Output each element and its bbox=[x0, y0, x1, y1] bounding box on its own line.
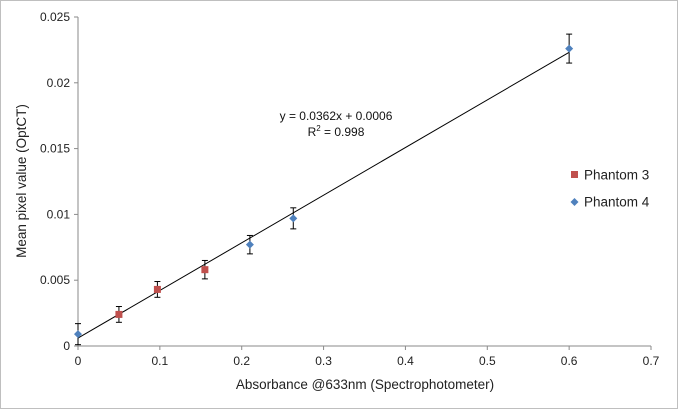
r-squared-exponent: 2 bbox=[316, 124, 321, 133]
x-tick-label: 0.4 bbox=[397, 354, 414, 368]
legend-label-phantom-4: Phantom 4 bbox=[584, 195, 650, 210]
data-point-phantom-4 bbox=[565, 44, 574, 53]
data-point-phantom-4 bbox=[289, 214, 298, 223]
error-bars-layer bbox=[75, 33, 573, 346]
legend: Phantom 3 Phantom 4 bbox=[570, 168, 650, 210]
data-point-phantom-3 bbox=[201, 266, 209, 274]
y-tick-label: 0 bbox=[63, 339, 70, 353]
y-tick-label: 0.025 bbox=[40, 10, 70, 24]
y-tick-label: 0.02 bbox=[47, 76, 71, 90]
x-axis-title: Absorbance @633nm (Spectrophotometer) bbox=[236, 377, 494, 392]
y-axis-title: Mean pixel value (OptCT) bbox=[14, 104, 29, 258]
x-tick-label: 0.7 bbox=[643, 354, 660, 368]
x-tick-label: 0.1 bbox=[152, 354, 169, 368]
legend-marker-phantom-4 bbox=[570, 198, 579, 206]
y-tick-label: 0.01 bbox=[47, 207, 71, 221]
axes-layer: 0 0.005 0.01 0.015 0.02 0.025 0 0.1 0.2 0.3 0.4 0.5… bbox=[40, 10, 660, 368]
x-tick-label: 0 bbox=[75, 354, 82, 368]
data-point-phantom-3 bbox=[115, 310, 123, 318]
legend-item-phantom-3: Phantom 3 bbox=[571, 168, 649, 183]
x-tick-label: 0.6 bbox=[561, 354, 578, 368]
x-tick-label: 0.2 bbox=[233, 354, 250, 368]
legend-item-phantom-4: Phantom 4 bbox=[570, 195, 650, 210]
data-points-layer bbox=[74, 44, 574, 339]
x-tick-label: 0.3 bbox=[315, 354, 332, 368]
y-tick-label: 0.015 bbox=[40, 142, 70, 156]
y-tick-label: 0.005 bbox=[40, 273, 70, 287]
data-point-phantom-4 bbox=[245, 240, 254, 249]
data-point-phantom-4 bbox=[74, 330, 82, 339]
x-tick-label: 0.5 bbox=[479, 354, 496, 368]
data-point-phantom-3 bbox=[153, 285, 161, 293]
legend-label-phantom-3: Phantom 3 bbox=[584, 168, 649, 183]
r-squared-prefix: R bbox=[308, 125, 317, 139]
legend-marker-phantom-3 bbox=[571, 171, 578, 178]
trendline bbox=[77, 51, 570, 339]
trendline-layer bbox=[77, 51, 570, 339]
r-squared-value: = 0.998 bbox=[321, 125, 365, 139]
trendline-equation: y = 0.0362x + 0.0006 bbox=[280, 109, 393, 123]
r-squared-label: R2 = 0.998 bbox=[308, 124, 365, 139]
